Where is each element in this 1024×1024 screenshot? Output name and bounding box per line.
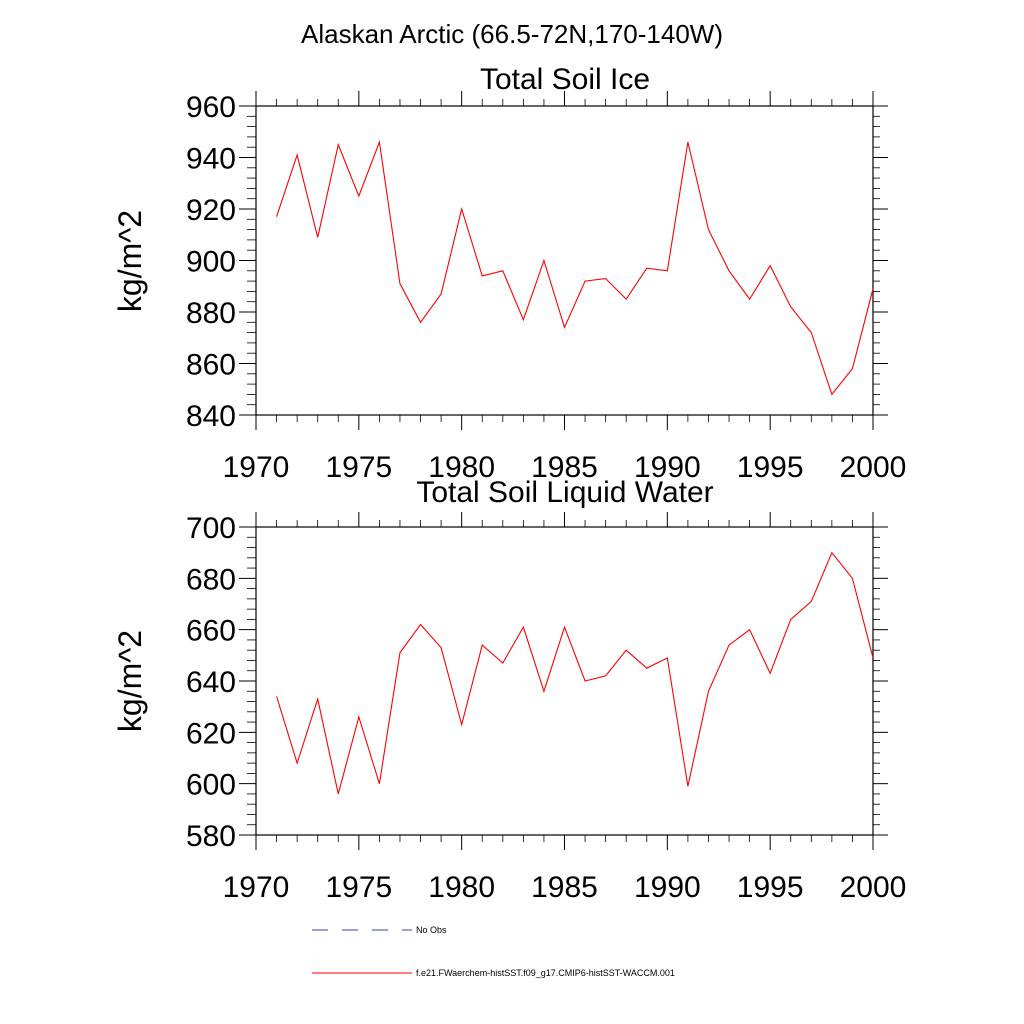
legend-label-no-obs: No Obs bbox=[416, 925, 447, 935]
y-tick-label: 680 bbox=[186, 563, 236, 596]
x-tick-label: 1990 bbox=[634, 451, 701, 484]
x-tick-label: 1995 bbox=[737, 451, 804, 484]
x-tick-label: 1975 bbox=[325, 871, 392, 904]
y-tick-label: 660 bbox=[186, 615, 236, 648]
x-tick-label: 2000 bbox=[840, 871, 907, 904]
x-tick-label: 1985 bbox=[531, 451, 598, 484]
chart-title: Total Soil Liquid Water bbox=[416, 476, 713, 509]
plot-frame bbox=[255, 526, 874, 836]
x-tick-label: 1970 bbox=[223, 451, 290, 484]
y-tick-label: 960 bbox=[186, 91, 236, 124]
y-axis-label: kg/m^2 bbox=[112, 630, 148, 732]
x-tick-label: 2000 bbox=[840, 451, 907, 484]
x-tick-label: 1975 bbox=[325, 451, 392, 484]
chart-title: Total Soil Ice bbox=[480, 63, 650, 96]
y-tick-label: 640 bbox=[186, 666, 236, 699]
x-tick-label: 1980 bbox=[428, 451, 495, 484]
x-tick-label: 1970 bbox=[223, 871, 290, 904]
series-line bbox=[276, 551, 874, 795]
y-tick-label: 620 bbox=[186, 717, 236, 750]
legend-label-model: f.e21.FWaerchem-histSST.f09_g17.CMIP6-hi… bbox=[416, 968, 675, 978]
x-tick-label: 1980 bbox=[428, 871, 495, 904]
series-line bbox=[276, 139, 874, 396]
chart-panel-soil-ice: Total Soil Ice kg/m^2 1970 1975 1980 1985 19… bbox=[112, 63, 906, 484]
y-tick-label: 900 bbox=[186, 246, 236, 279]
y-tick-label: 880 bbox=[186, 297, 236, 330]
y-tick-label: 600 bbox=[186, 769, 236, 802]
x-tick-label: 1990 bbox=[634, 871, 701, 904]
y-tick-label: 840 bbox=[186, 400, 236, 433]
y-tick-label: 580 bbox=[186, 820, 236, 853]
y-tick-label: 700 bbox=[186, 512, 236, 545]
plot-frame bbox=[255, 105, 874, 416]
y-tick-label: 920 bbox=[186, 194, 236, 227]
chart-panel-soil-liquid-water: Total Soil Liquid Water kg/m^2 1970 1975 1… bbox=[112, 476, 906, 904]
y-tick-label: 940 bbox=[186, 143, 236, 176]
figure-title: Alaskan Arctic (66.5-72N,170-140W) bbox=[301, 19, 723, 49]
x-tick-label: 1985 bbox=[531, 871, 598, 904]
y-tick-label: 860 bbox=[186, 349, 236, 382]
legend: No Obs f.e21.FWaerchem-histSST.f09_g17.C… bbox=[312, 925, 675, 978]
y-axis-label: kg/m^2 bbox=[112, 210, 148, 312]
x-tick-label: 1995 bbox=[737, 871, 804, 904]
